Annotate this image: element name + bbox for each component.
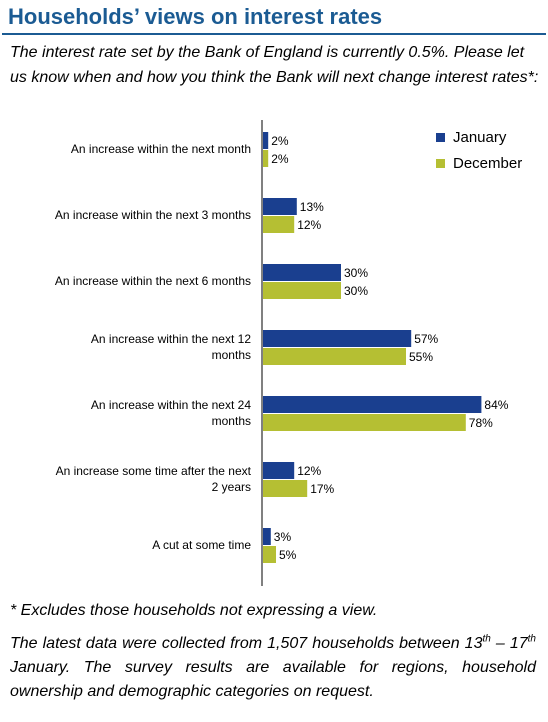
category-label: An increase some time after the next 2 ye…	[56, 464, 252, 494]
december-bar	[263, 414, 466, 431]
category-label: An increase within the next 6 months	[55, 274, 251, 288]
january-bar	[263, 462, 295, 479]
legend-label-january: January	[453, 129, 507, 146]
january-bar	[263, 132, 269, 149]
data-label: 57%	[414, 332, 438, 346]
data-label: 30%	[344, 266, 368, 280]
category-label: An increase within the next month	[71, 142, 251, 156]
data-label: 30%	[344, 284, 368, 298]
survey-note: The latest data were collected from 1,50…	[10, 632, 536, 704]
footnote: * Excludes those households not expressi…	[10, 602, 378, 619]
january-bar	[263, 330, 412, 347]
december-bar	[263, 216, 295, 233]
data-label: 2%	[271, 152, 289, 166]
note-text-3: January. The survey results are availabl…	[10, 659, 536, 700]
note-sup-2: th	[527, 633, 536, 645]
bar-chart: An increase within the next month 2% 2% An …	[55, 120, 522, 586]
category-label: An increase within the next 24 months	[91, 398, 251, 428]
title-divider	[2, 33, 546, 35]
january-bar	[263, 198, 297, 215]
data-label: 55%	[409, 350, 433, 364]
legend-swatch-january	[436, 133, 445, 142]
page-title: Households’ views on interest rates	[8, 4, 383, 29]
december-bar	[263, 282, 341, 299]
data-label: 5%	[279, 548, 297, 562]
december-bar	[263, 348, 406, 365]
data-label: 17%	[310, 482, 334, 496]
category-label: A cut at some time	[152, 538, 251, 552]
note-text-2: – 17	[490, 635, 528, 652]
december-bar	[263, 150, 269, 167]
december-bar	[263, 546, 276, 563]
january-bar	[263, 264, 341, 281]
legend-swatch-december	[436, 159, 445, 168]
data-label: 2%	[271, 134, 289, 148]
survey-question: The interest rate set by the Bank of Eng…	[10, 44, 539, 86]
data-label: 78%	[469, 416, 493, 430]
data-label: 84%	[484, 398, 508, 412]
january-bar	[263, 528, 271, 545]
category-label: An increase within the next 3 months	[55, 208, 251, 222]
data-label: 13%	[300, 200, 324, 214]
note-text-1: The latest data were collected from 1,50…	[10, 635, 483, 652]
data-label: 3%	[274, 530, 292, 544]
data-label: 12%	[297, 464, 321, 478]
data-label: 12%	[297, 218, 321, 232]
january-bar	[263, 396, 482, 413]
note-sup-1: th	[482, 633, 491, 645]
category-label: An increase within the next 12 months	[91, 332, 251, 362]
december-bar	[263, 480, 308, 497]
legend-label-december: December	[453, 155, 522, 172]
